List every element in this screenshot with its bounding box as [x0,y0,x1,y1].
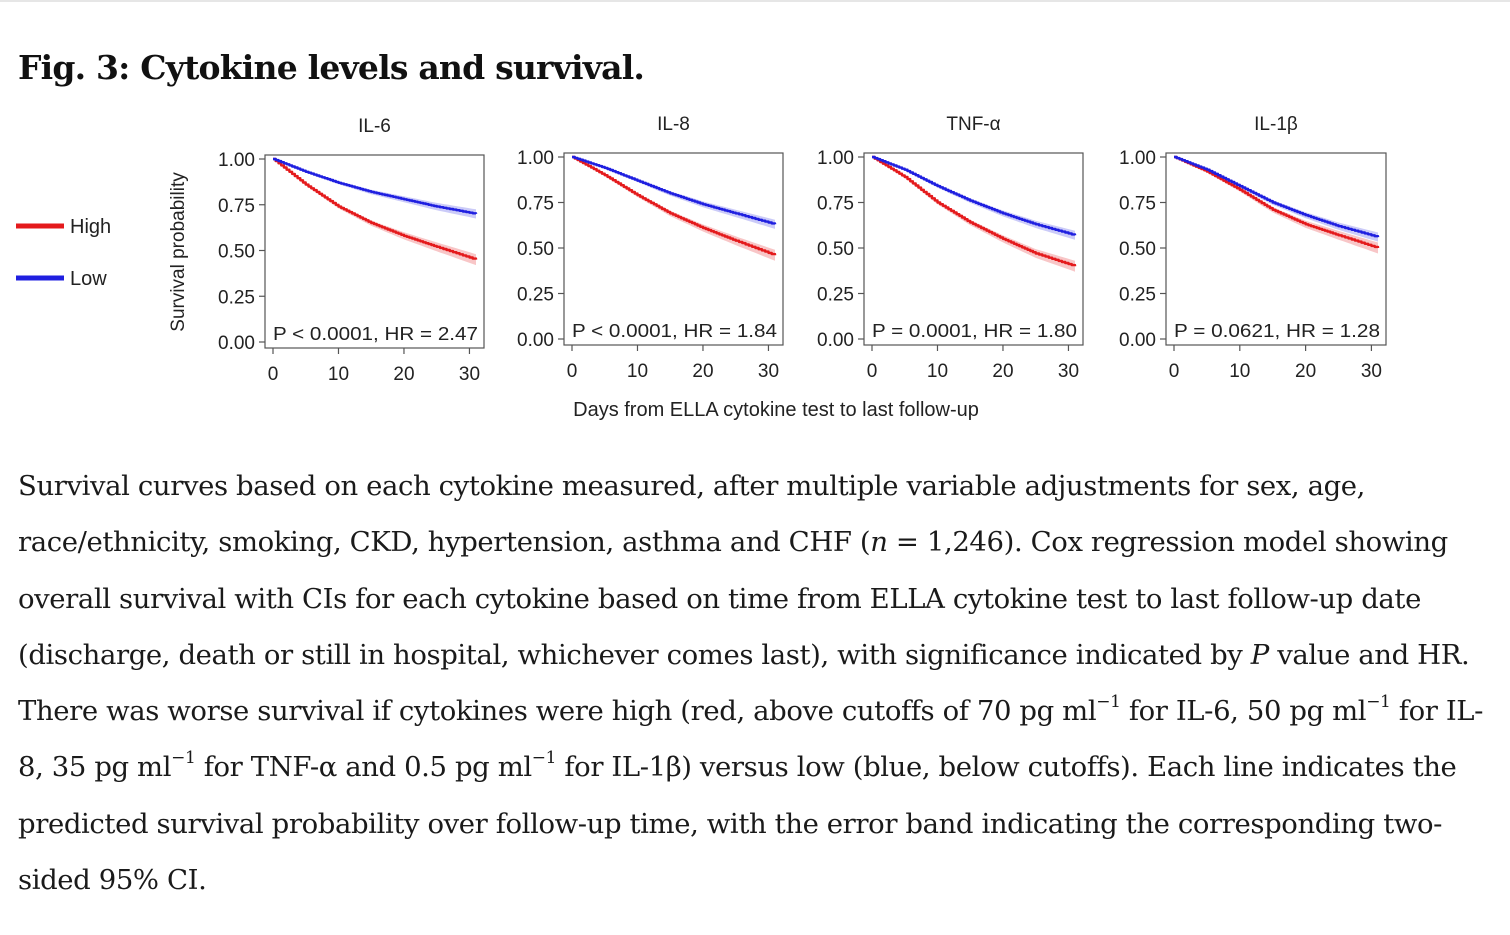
y-tick-label: 1.00 [517,148,554,169]
caption-segment: n [870,526,888,559]
y-tick-label: 0.75 [817,194,854,215]
figure-title: Fig. 3: Cytokine levels and survival. [18,48,645,87]
y-tick-label: 0.25 [218,287,255,308]
y-tick-label: 0.00 [218,333,255,354]
x-tick-label: 30 [1361,361,1382,382]
y-tick-label: 0.25 [1119,285,1156,306]
panel-4: IL-1β 0.00 0.25 0.50 0.75 1.00 0 10 20 30 P = 0.06… [1119,114,1387,382]
y-tick-label: 0.25 [817,285,854,306]
stats-annotation: P = 0.0621, HR = 1.28 [1174,321,1380,341]
legend-label-high: High [70,216,111,238]
plot-frame [563,152,784,346]
series-line-high [1174,155,1380,249]
x-tick-label: 30 [459,364,480,385]
caption-segment: for IL-6, 50 pg ml [1120,695,1367,728]
survival-charts: High Low Survival probability Days from ELL… [16,114,1387,421]
y-tick-label: 0.50 [817,239,854,260]
series-line-low [572,155,777,225]
x-tick-label: 10 [1229,361,1250,382]
panel-title: TNF-α [946,114,1000,135]
caption-segment: −1 [171,748,196,769]
panel-1: IL-6 0.00 0.25 0.50 0.75 1.00 0 10 20 30 P < 0.000… [218,116,485,385]
caption-segment: for TNF-α and 0.5 pg ml [195,751,532,784]
caption-segment: = 1,246). Cox regression model showing o… [18,526,1448,671]
x-tick-label: 30 [1058,361,1079,382]
y-tick-label: 0.75 [1119,194,1156,215]
x-tick-label: 0 [1169,361,1180,382]
figure-caption: Survival curves based on each cytokine m… [18,458,1498,908]
y-tick-label: 0.75 [517,194,554,215]
panel-title: IL-6 [358,116,391,137]
y-tick-label: 1.00 [1119,148,1156,169]
caption-segment: −1 [531,748,557,769]
caption-segment: for IL-1β) versus low (blue, below cutof… [18,751,1457,897]
plot-frame [1165,152,1387,346]
caption-segment: −1 [1096,692,1121,713]
y-tick-label: 0.00 [517,330,554,351]
y-tick-label: 0.50 [517,239,554,260]
y-tick-label: 0.50 [218,242,255,263]
caption-segment: P [1250,638,1270,671]
panel-2: IL-8 0.00 0.25 0.50 0.75 1.00 0 10 20 30 P < 0.000… [517,114,784,382]
x-tick-label: 20 [692,361,713,382]
y-axis-label: Survival probability [168,172,189,332]
stats-annotation: P < 0.0001, HR = 1.84 [572,321,777,341]
caption-segment: −1 [1366,692,1391,713]
y-tick-label: 0.00 [1119,330,1156,351]
series-line-low [872,155,1077,236]
ci-band-high [273,159,476,266]
series-line-low [1174,155,1380,238]
plot-frame [264,154,485,349]
x-tick-label: 20 [393,364,414,385]
stats-annotation: P < 0.0001, HR = 2.47 [273,324,478,344]
x-tick-label: 20 [992,361,1013,382]
x-tick-label: 10 [328,364,349,385]
plot-frame [863,152,1084,346]
caption-segment: for IL-8, 35 pg ml [18,695,1484,784]
x-tick-label: 0 [268,364,279,385]
series-line-high [572,155,777,256]
x-tick-label: 20 [1295,361,1316,382]
x-tick-label: 10 [627,361,648,382]
y-tick-label: 1.00 [817,148,854,169]
y-tick-label: 0.00 [817,330,854,351]
series-line-high [872,155,1077,267]
top-divider [0,0,1510,2]
panel-title: IL-8 [657,114,690,135]
caption-segment: value and HR. There was worse survival i… [18,638,1470,728]
y-tick-label: 0.75 [218,196,255,217]
stats-annotation: P = 0.0001, HR = 1.80 [872,321,1077,341]
series-line-low [273,157,478,215]
x-axis-label: Days from ELLA cytokine test to last fol… [573,399,979,421]
x-tick-label: 0 [867,361,878,382]
y-tick-label: 0.50 [1119,239,1156,260]
y-tick-label: 1.00 [218,150,255,171]
x-tick-label: 30 [758,361,779,382]
caption-segment: Survival curves based on each cytokine m… [18,470,1365,559]
y-tick-label: 0.25 [517,285,554,306]
x-tick-label: 0 [567,361,578,382]
ci-band-low [273,159,476,219]
panel-3: TNF-α 0.00 0.25 0.50 0.75 1.00 0 10 20 30 P = 0.00… [817,114,1084,382]
series-line-high [273,157,478,260]
legend-label-low: Low [70,268,107,290]
panel-title: IL-1β [1254,114,1298,135]
x-tick-label: 10 [927,361,948,382]
